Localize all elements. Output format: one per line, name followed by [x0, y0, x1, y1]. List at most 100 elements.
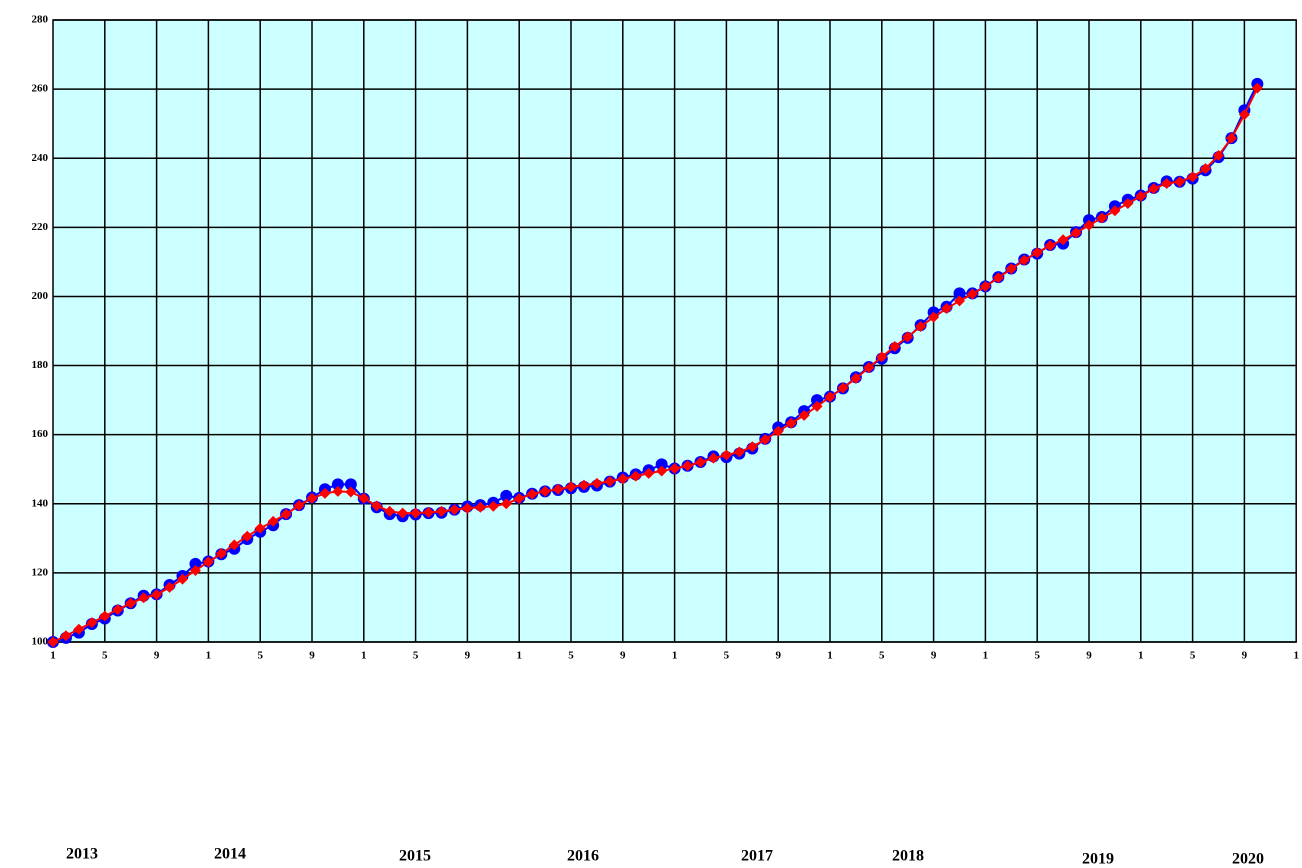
y-tick-label: 200 [32, 290, 49, 302]
point [1070, 227, 1082, 239]
point [811, 400, 823, 412]
point [682, 460, 694, 472]
year-label: 2017 [741, 848, 773, 865]
point [344, 478, 357, 491]
point [151, 589, 163, 601]
year-label: 2018 [892, 848, 924, 865]
x-tick-label: 5 [1190, 650, 1196, 662]
point [539, 485, 551, 497]
point [423, 506, 435, 518]
point [1187, 171, 1199, 183]
point [1083, 219, 1095, 231]
x-tick-label: 9 [1242, 650, 1248, 662]
series-line [52, 87, 1259, 643]
point [448, 504, 460, 516]
point [837, 382, 849, 394]
year-label: 2015 [399, 848, 431, 865]
x-tick-label: 9 [775, 650, 781, 662]
point [954, 295, 965, 307]
point [617, 473, 629, 485]
point [1122, 197, 1134, 209]
point [112, 604, 124, 616]
point [953, 287, 966, 300]
series-line [52, 83, 1259, 643]
point [293, 500, 305, 512]
point [1096, 212, 1108, 224]
x-tick-label: 1 [361, 650, 367, 662]
x-tick-label: 1 [206, 650, 212, 662]
point [1213, 149, 1224, 161]
point [863, 362, 875, 374]
y-tick-label: 280 [32, 14, 49, 26]
point [384, 505, 396, 517]
x-tick-label: 5 [724, 650, 730, 662]
point [707, 452, 719, 464]
point [1200, 163, 1212, 175]
point [850, 372, 862, 384]
y-tick-label: 100 [32, 636, 49, 648]
x-tick-label: 1 [983, 650, 989, 662]
x-tick-label: 9 [1086, 650, 1092, 662]
point [241, 530, 253, 542]
x-tick-label: 1 [516, 650, 522, 662]
point [1018, 254, 1030, 266]
point [552, 483, 564, 495]
x-tick-label: 5 [413, 650, 419, 662]
point [1031, 247, 1043, 259]
x-tick-label: 9 [154, 650, 160, 662]
x-tick-label: 1 [827, 650, 833, 662]
point [267, 515, 279, 527]
point [397, 507, 409, 519]
point [474, 501, 486, 513]
point [436, 505, 447, 517]
point [979, 280, 991, 292]
point [73, 623, 85, 635]
year-label: 2019 [1082, 851, 1114, 868]
point [60, 630, 72, 642]
point [669, 463, 681, 475]
point [591, 477, 603, 489]
year-label: 2016 [567, 848, 599, 865]
y-tick-label: 260 [32, 83, 49, 95]
point [254, 522, 266, 534]
point [280, 508, 292, 520]
point [371, 500, 383, 512]
year-label: 2014 [214, 846, 246, 863]
point [746, 441, 758, 453]
point [461, 502, 473, 514]
point [604, 475, 616, 487]
point [630, 470, 642, 482]
x-tick-label: 9 [309, 650, 315, 662]
point [526, 488, 538, 500]
point [1044, 240, 1056, 252]
point [876, 351, 888, 363]
point [966, 288, 978, 300]
point [47, 636, 59, 648]
point [656, 465, 668, 477]
x-tick-label: 5 [879, 650, 885, 662]
point [941, 303, 953, 315]
point [1057, 234, 1069, 246]
point [86, 617, 98, 629]
y-tick-label: 180 [32, 359, 49, 371]
year-label: 2013 [66, 846, 98, 863]
point [164, 581, 176, 593]
point [1109, 205, 1121, 217]
point [99, 610, 111, 622]
point [177, 573, 188, 585]
point [1135, 190, 1147, 202]
point [928, 311, 940, 323]
point [759, 434, 771, 446]
point [358, 492, 370, 504]
point [215, 548, 227, 560]
point [138, 592, 150, 604]
point [487, 500, 499, 512]
x-tick-label: 5 [1034, 650, 1040, 662]
point [643, 467, 655, 479]
point [331, 478, 344, 491]
point [1238, 109, 1250, 121]
point [306, 492, 318, 504]
point [1148, 183, 1160, 195]
point [1005, 263, 1017, 275]
point [410, 507, 422, 519]
